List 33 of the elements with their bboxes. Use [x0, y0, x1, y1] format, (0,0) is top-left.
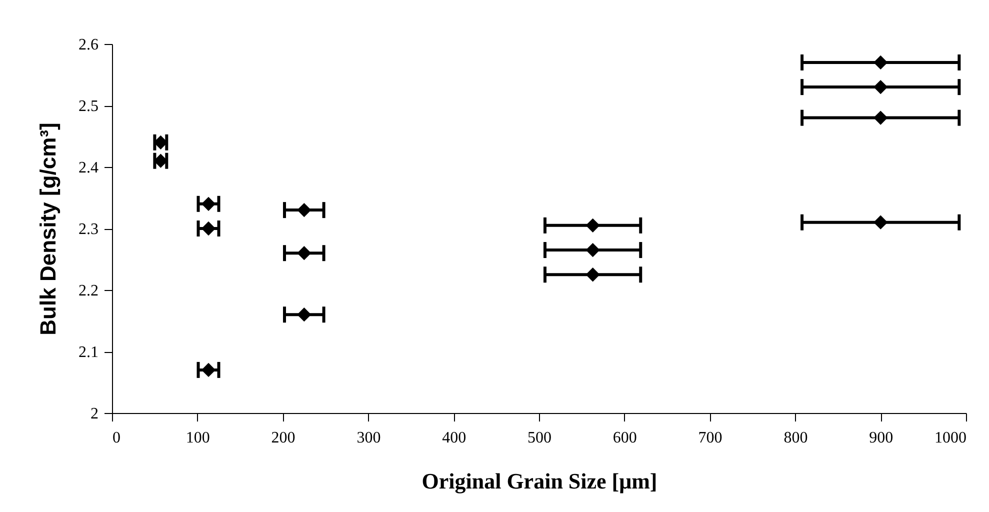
- point: [586, 242, 600, 258]
- x-tick-label: 0: [112, 430, 120, 446]
- point: [201, 221, 216, 236]
- x-tick-label: 400: [442, 430, 466, 446]
- x-axis-title: Original Grain Size [μm]: [422, 468, 658, 494]
- x-tick-label: 900: [869, 430, 894, 446]
- point: [874, 55, 888, 70]
- point: [201, 362, 216, 378]
- x-tick-label: 800: [784, 430, 808, 446]
- y-axis-title: Bulk Density [g/cm³]: [36, 122, 60, 336]
- point: [586, 268, 600, 282]
- y-tick-label: 2.5: [78, 98, 98, 115]
- point: [201, 196, 216, 211]
- point: [297, 246, 312, 260]
- y-tick-label: 2.2: [78, 282, 98, 300]
- point: [874, 215, 888, 230]
- point: [297, 202, 312, 218]
- x-tick-label: 600: [612, 430, 637, 446]
- point: [874, 110, 888, 125]
- point: [297, 308, 312, 322]
- point: [586, 218, 600, 232]
- y-tick-label: 2.3: [78, 221, 98, 238]
- x-tick-label: 500: [528, 430, 552, 446]
- x-tick-label: 700: [698, 430, 722, 446]
- point: [874, 80, 888, 94]
- x-tick-label: 100: [186, 430, 210, 446]
- x-tick-label: 300: [356, 430, 381, 446]
- y-tick-label: 2.1: [78, 344, 98, 361]
- x-tick-label: 200: [271, 430, 296, 446]
- y-tick-label: 2: [90, 406, 98, 422]
- x-tick-label: 1000: [934, 430, 966, 446]
- y-tick-label: 2.6: [78, 36, 98, 54]
- y-tick-label: 2.4: [78, 160, 98, 176]
